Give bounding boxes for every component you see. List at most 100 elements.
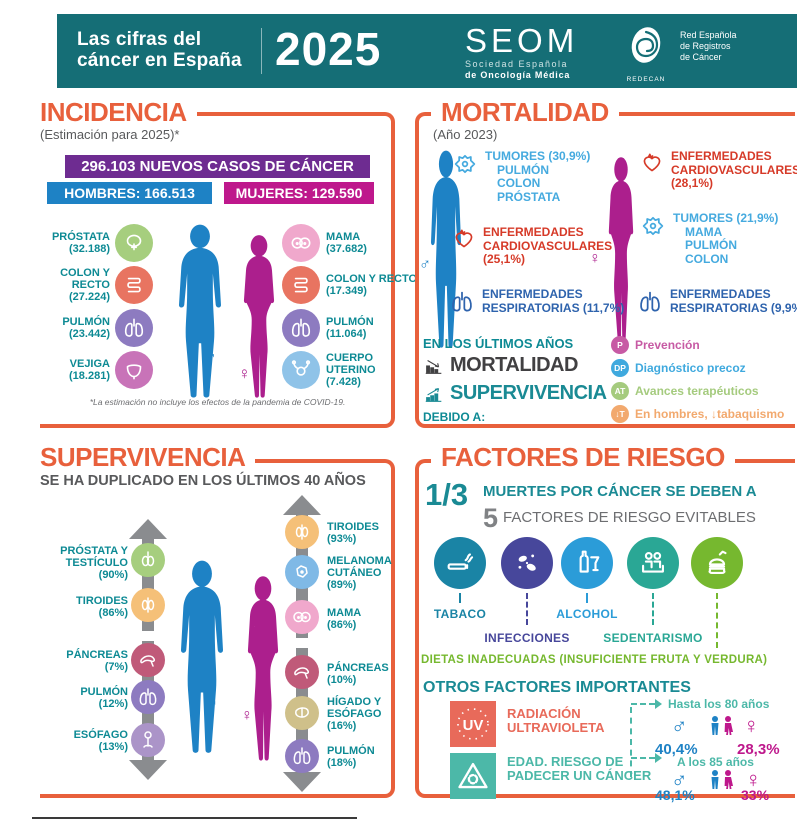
heart-icon: [643, 153, 661, 172]
mortalidad-subtitle: (Año 2023): [433, 127, 498, 142]
esophagus-icon: [131, 723, 165, 757]
year-label: 2025: [275, 23, 382, 75]
male-symbol: ♂: [206, 697, 218, 714]
burger-icon: [691, 537, 743, 589]
tumor-icon: [642, 216, 664, 236]
down-arrow: [129, 760, 167, 780]
factor-label: ALCOHOL: [556, 607, 618, 621]
legend-item: AT Avances terapéuticos: [611, 382, 759, 400]
lungs-icon: [282, 309, 320, 347]
mortalidad-title: MORTALIDAD: [431, 98, 619, 126]
page-title: Las cifras del cáncer en España: [77, 29, 242, 71]
mortalidad-female-cause: TUMORES (21,9%) MAMA PULMÓN COLON: [639, 211, 778, 266]
survival-label: PULMÓN (18%): [327, 745, 375, 769]
factor-label: DIETAS INADECUADAS (INSUFICIENTE FRUTA Y…: [421, 654, 768, 666]
survival-label: PÁNCREAS (7%): [66, 649, 128, 673]
incidencia-frame: [40, 112, 395, 428]
supervivencia-subtitle: SE HA DUPLICADO EN LOS ÚLTIMOS 40 AÑOS: [40, 473, 374, 489]
mini-couple-figures: [711, 716, 733, 735]
female-symbol: ♀: [743, 713, 760, 738]
cancer-label: CUERPO UTERINO (7.428): [326, 352, 376, 388]
five-figure: 5: [483, 503, 499, 533]
legend-label: Avances terapéuticos: [635, 384, 759, 398]
microbe-icon: [501, 537, 553, 589]
male-figure: [181, 560, 223, 753]
cancer-label: PRÓSTATA (32.188): [51, 231, 110, 255]
mortalidad-male-cause: TUMORES (30,9%) PULMÓN COLON PRÓSTATA: [451, 149, 590, 204]
dashed-connector: [630, 707, 632, 777]
one-third-figure: 1/3: [425, 477, 475, 513]
factor-label: TABACO: [433, 607, 487, 621]
redecan-caption: REDECAN: [626, 76, 666, 83]
mortalidad-male-cause: ENFERMEDADES RESPIRATORIAS (11,7%): [448, 287, 647, 316]
cancer-label: MAMA (37.682): [326, 231, 367, 255]
down-arrow: [283, 772, 321, 792]
mortality-trend: MORTALIDAD: [423, 354, 578, 377]
section-supervivencia: SUPERVIVENCIA SE HA DUPLICADO EN LOS ÚLT…: [40, 443, 395, 798]
thyroid-icon: [285, 515, 319, 549]
lungs-icon: [131, 680, 165, 714]
intestine-icon: [282, 266, 320, 304]
chart-down-icon: [425, 359, 442, 374]
lungs-icon: [115, 309, 153, 347]
hombres-banner: HOMBRES: 166.513: [47, 182, 212, 204]
section-factores: FACTORES DE RIESGO 1/3 MUERTES POR CÁNCE…: [415, 443, 795, 803]
mini-couple-figures: [711, 770, 733, 789]
intestine-icon: [115, 266, 153, 304]
female-symbol: ♀: [238, 364, 251, 383]
stat-female-85: 33%: [741, 787, 770, 803]
legend-label: Prevención: [635, 338, 700, 352]
tumor-icon: [454, 154, 476, 174]
lungs-icon: [285, 739, 319, 773]
cancer-label: COLON Y RECTO (27.224): [60, 267, 110, 303]
header-bar: Las cifras del cáncer en España 2025 SEO…: [57, 14, 797, 88]
female-figure: [608, 157, 634, 342]
recent-years-label: EN LOS ÚLTIMOS AÑOS: [423, 336, 574, 351]
legend-label: En hombres, ↓tabaquismo: [635, 407, 785, 421]
survival-word: SUPERVIVENCIA: [450, 382, 607, 404]
uv-radiation-icon: UV: [450, 701, 496, 747]
survival-label: TIROIDES (86%): [76, 595, 128, 619]
dashed-connector: [652, 593, 654, 625]
mortality-word: MORTALIDAD: [450, 354, 578, 376]
cause-text: ENFERMEDADES CARDIOVASCULARES (28,1%): [671, 149, 797, 190]
cause-text: ENFERMEDADES RESPIRATORIAS (11,7%): [482, 287, 625, 315]
legend-item: P Prevención: [611, 336, 700, 354]
legend-item: ↓T En hombres, ↓tabaquismo: [611, 405, 784, 423]
seom-logo: SEOM Sociedad Española de Oncología Médi…: [465, 24, 578, 80]
incidencia-male-item: PRÓSTATA (32.188): [40, 224, 153, 262]
thyroid-icon: [131, 588, 165, 622]
cigarette-icon: [434, 537, 486, 589]
smoking-decline-badge: ↓T: [611, 405, 629, 423]
up-arrow: [283, 495, 321, 515]
age-risk-label: EDAD. RIESGO DE PADECER UN CÁNCER: [507, 754, 652, 783]
seom-subtitle-1: Sociedad Española: [465, 59, 569, 69]
factor-label: SEDENTARISMO: [603, 631, 703, 645]
factores-title: FACTORES DE RIESGO: [431, 443, 735, 471]
seom-subtitle-2: de Oncología Médica: [465, 70, 571, 80]
svg-text:UV: UV: [463, 717, 484, 734]
uv-radiation-label: RADIACIÓN ULTRAVIOLETA: [507, 706, 605, 735]
female-symbol: ♀: [589, 250, 601, 267]
up-arrow: [129, 519, 167, 539]
heart-icon: [455, 229, 473, 248]
supervivencia-title: SUPERVIVENCIA: [40, 443, 256, 471]
cancer-label: VEJIGA (18.281): [69, 358, 110, 382]
mortalidad-female-cause: ENFERMEDADES RESPIRATORIAS (9,9%): [636, 287, 797, 316]
survival-label: MELANOMA CUTÁNEO (89%): [327, 555, 392, 591]
prevention-badge: P: [611, 336, 629, 354]
incidencia-female-item: MAMA (37.682): [282, 224, 418, 262]
page-title-line1: Las cifras del: [77, 29, 202, 50]
evitables-line: FACTORES DE RIESGO EVITABLES: [503, 509, 756, 526]
survival-label: PULMÓN (12%): [80, 686, 128, 710]
arrow-right: [655, 753, 662, 763]
factor-label: INFECCIONES: [484, 631, 570, 645]
mujeres-banner: MUJERES: 129.590: [224, 182, 374, 204]
cause-text: ENFERMEDADES CARDIOVASCULARES (25,1%): [483, 225, 613, 266]
section-mortalidad: MORTALIDAD (Año 2023) ♂ ♀ TUMORES (30,9%…: [415, 98, 797, 428]
chart-up-icon: [425, 387, 442, 402]
female-symbol: ♀: [745, 767, 762, 792]
dashed-connector: [526, 593, 528, 625]
other-factors-title: OTROS FACTORES IMPORTANTES: [423, 679, 691, 696]
legend-item: DP Diagnóstico precoz: [611, 359, 746, 377]
